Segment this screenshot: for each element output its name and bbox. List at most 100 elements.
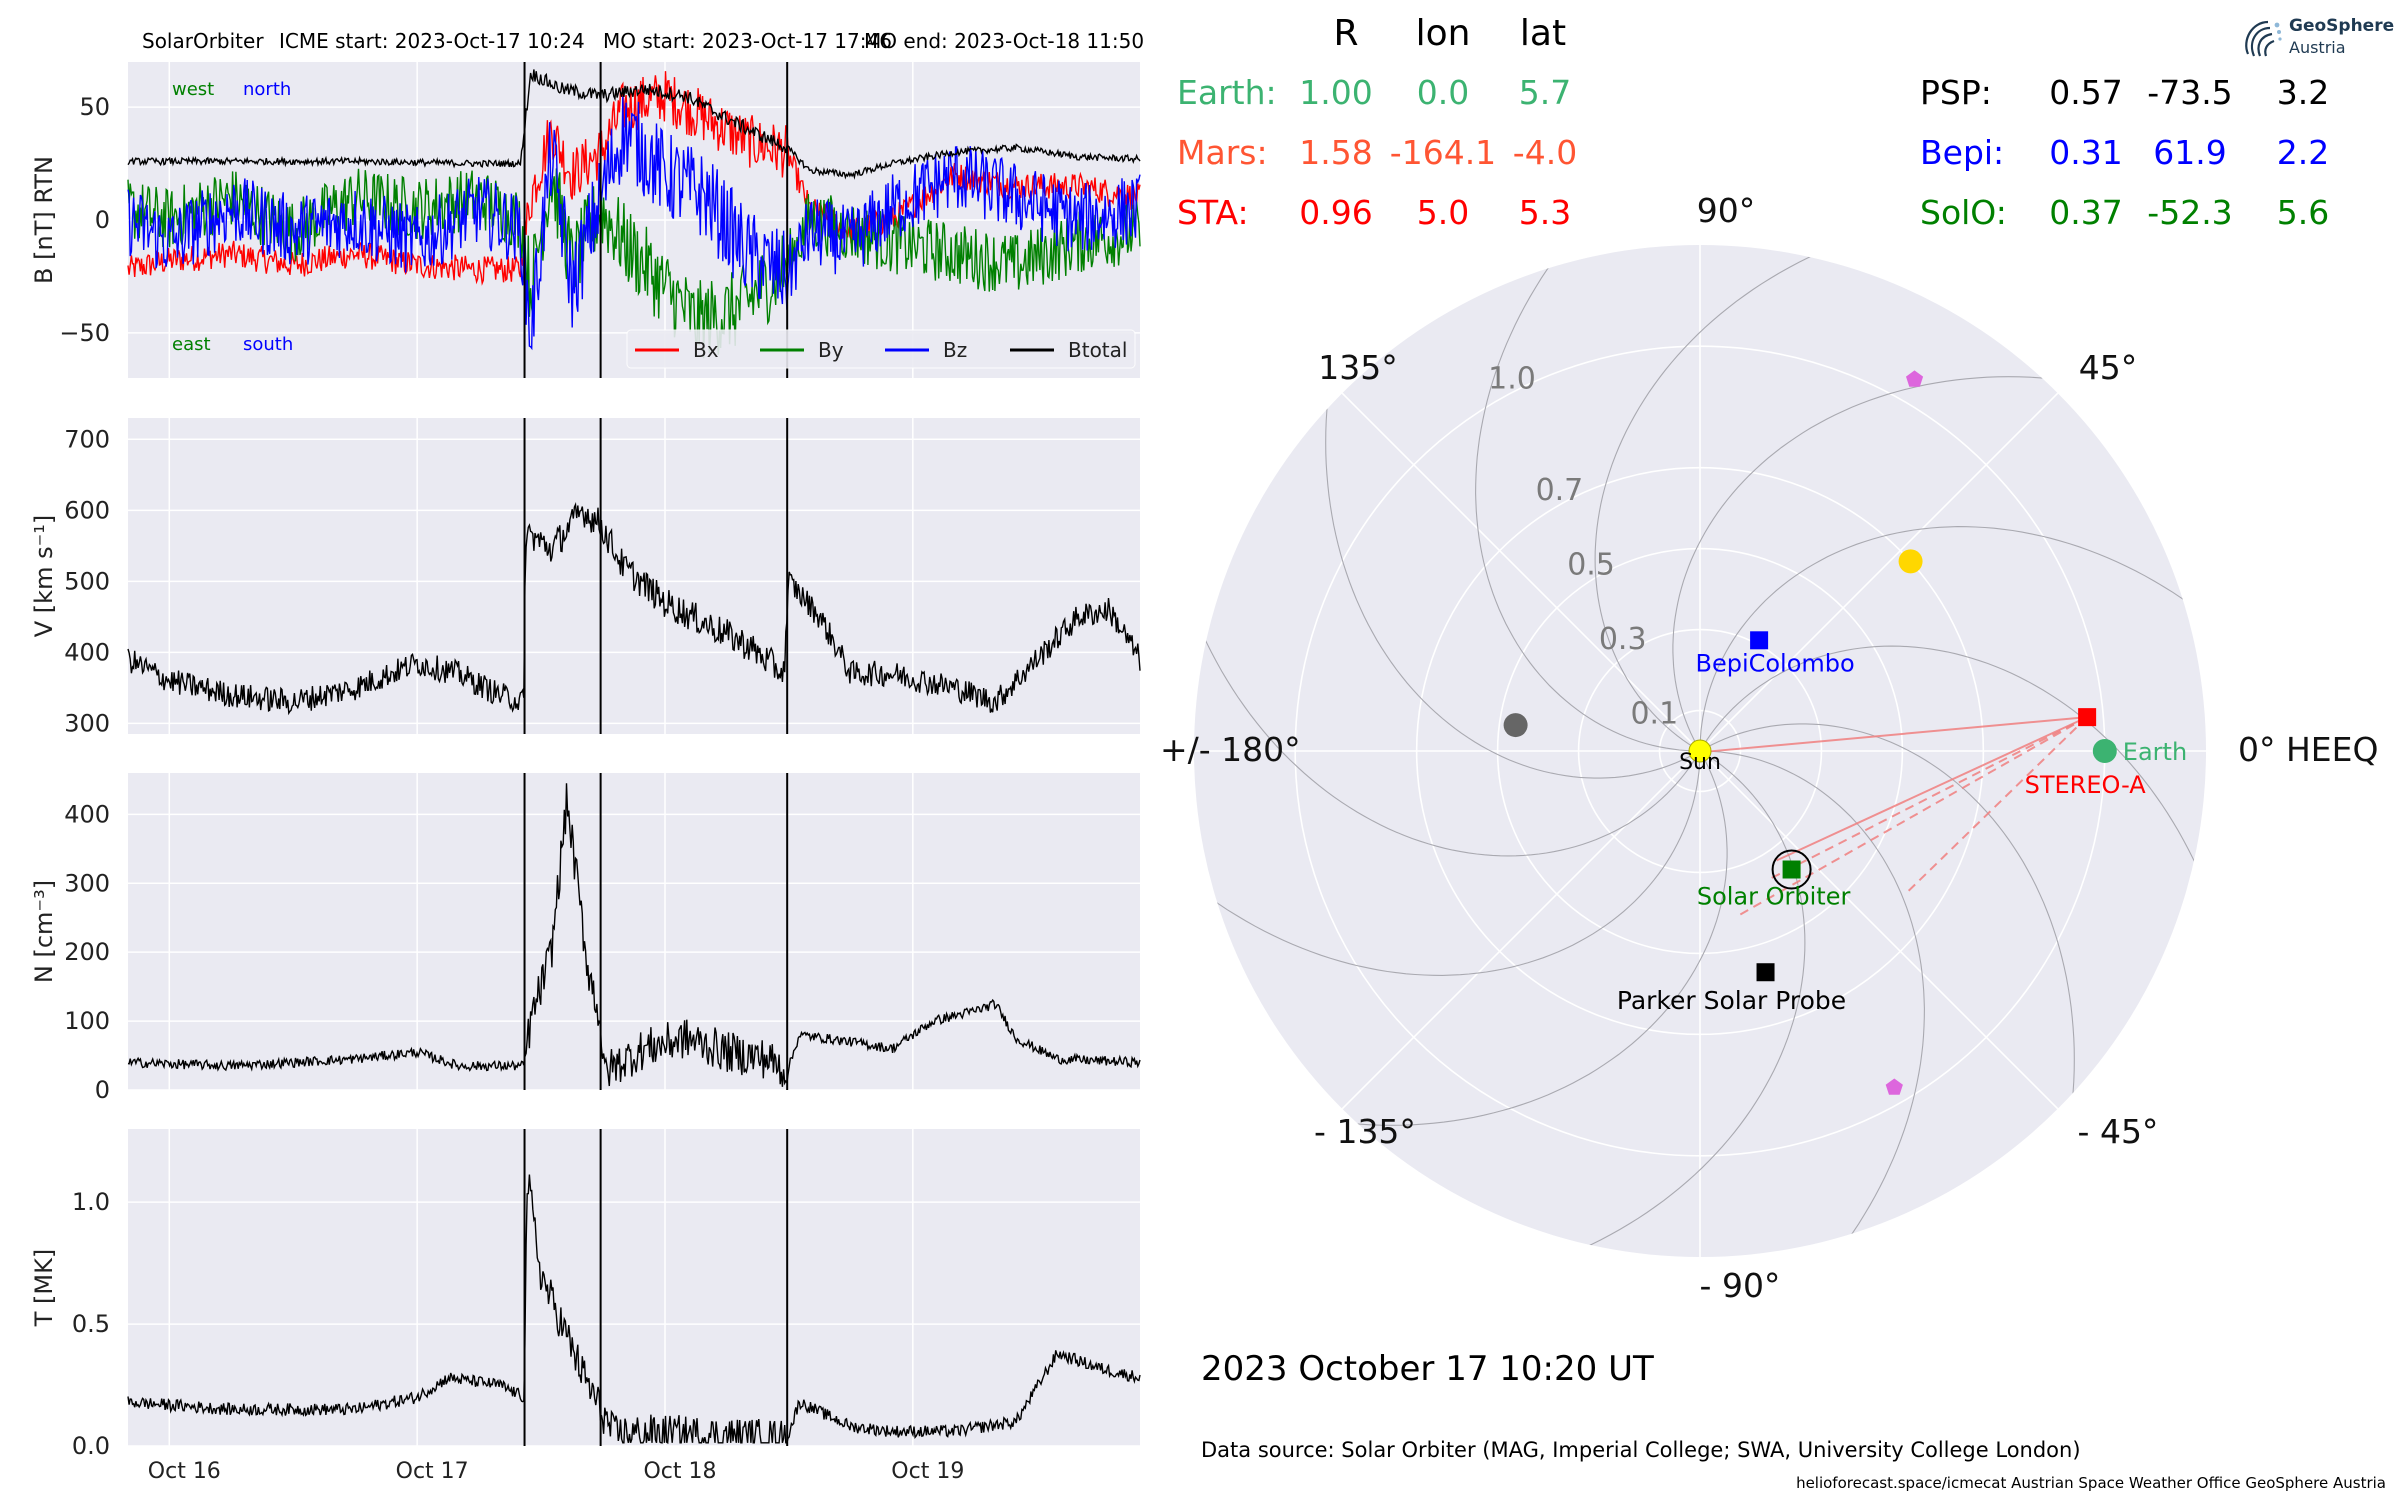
angle-label-0: 0° HEEQ	[2238, 730, 2378, 769]
label-bepicolombo: BepiColombo	[1695, 649, 1854, 677]
annotation-south: south	[243, 334, 293, 355]
parker-spiral-line	[1699, 526, 2206, 752]
data-source-note: Data source: Solar Orbiter (MAG, Imperia…	[1201, 1438, 2081, 1462]
table-header-lat: lat	[1520, 13, 1566, 54]
series-Bz-line	[127, 96, 1141, 351]
angular-gridline	[1699, 750, 2059, 1110]
plot-area	[128, 773, 1140, 1090]
parker-spiral-line	[1194, 750, 1701, 976]
marker-unlabeled-7	[1503, 713, 1528, 738]
stereo-a-connection-line	[1776, 716, 2088, 862]
row-lon: -52.3	[2147, 193, 2232, 232]
angle-label-45: 45°	[2079, 348, 2138, 387]
parker-spiral-line	[1291, 750, 1728, 1126]
table-header-r: R	[1333, 13, 1358, 54]
marker-unlabeled-8	[1906, 370, 1924, 387]
y-tick-label: 300	[64, 709, 110, 737]
footer-credits: helioforecast.space/icmecat Austrian Spa…	[1796, 1474, 2386, 1492]
y-tick-label: 600	[64, 496, 110, 524]
row-lon: 5.0	[1417, 193, 1469, 232]
stereo-a-connection-line	[1907, 716, 2088, 893]
table-row-mars: Mars: 1.58 -164.1 -4.0	[1177, 133, 1577, 172]
row-name: STA:	[1177, 193, 1249, 232]
y-tick-label: 500	[64, 567, 110, 595]
row-name: Earth:	[1177, 73, 1277, 112]
angular-gridline	[1341, 750, 1701, 1110]
parker-spiral-line	[1699, 645, 2206, 923]
legend-box	[626, 329, 1136, 369]
legend-label-By: By	[818, 338, 844, 362]
marker-unlabeled-6	[1898, 549, 1923, 574]
y-tick-label: 100	[64, 1007, 110, 1035]
marker-sun	[1688, 739, 1712, 763]
panel-speed: 300 400 500 600 700 V [km s⁻¹]	[30, 418, 1141, 737]
table-row-sta: STA: 0.96 5.0 5.3	[1177, 193, 1571, 232]
row-name: SolO:	[1920, 193, 2007, 232]
y-tick-label: 0.0	[72, 1432, 110, 1460]
marker-bepicolombo	[1750, 631, 1769, 650]
plot-area	[128, 1129, 1140, 1446]
marker-solar-orbiter	[1782, 860, 1801, 879]
header-spacecraft: SolarOrbiter	[142, 29, 264, 53]
label-stereo-a: STEREO-A	[2025, 771, 2147, 799]
label-solar-orbiter: Solar Orbiter	[1697, 883, 1851, 911]
row-lon: 0.0	[1417, 73, 1469, 112]
parker-spiral-line	[1194, 579, 1701, 857]
legend-label-Bz: Bz	[943, 338, 967, 362]
label-sun: Sun	[1679, 750, 1721, 775]
y-tick-label: 50	[79, 93, 110, 121]
row-name: PSP:	[1920, 73, 1992, 112]
y-tick-label: 0	[95, 206, 110, 234]
angle-label-180: +/- 180°	[1160, 730, 1301, 769]
y-tick-label: 200	[64, 938, 110, 966]
angle-label-m45: - 45°	[2078, 1112, 2159, 1151]
header-icme-start: ICME start: 2023-Oct-17 10:24	[279, 29, 585, 53]
radial-tick-label: 1.0	[1488, 361, 1536, 396]
row-r: 0.37	[2049, 193, 2122, 232]
x-tick-label: Oct 16	[148, 1459, 221, 1484]
table-header-lon: lon	[1416, 13, 1471, 54]
row-r: 0.57	[2049, 73, 2122, 112]
x-tick-label: Oct 18	[643, 1459, 716, 1484]
angle-label-m90: - 90°	[1700, 1266, 1781, 1305]
annotation-west: west	[172, 79, 214, 100]
annotation-north: north	[243, 79, 291, 100]
parker-spiral-line	[1699, 723, 2075, 1160]
table-row-psp: PSP: 0.57 -73.5 3.2	[1920, 73, 2329, 112]
table-row-bepi: Bepi: 0.31 61.9 2.2	[1920, 133, 2329, 172]
radial-tick-label: 0.5	[1567, 548, 1615, 583]
solar-orbiter-ring	[1771, 849, 1812, 890]
x-tick-label: Oct 19	[891, 1459, 964, 1484]
angular-gridline	[1699, 392, 2059, 752]
y-tick-label: 700	[64, 425, 110, 453]
row-lat: 5.6	[2277, 193, 2329, 232]
row-lat: 3.2	[2277, 73, 2329, 112]
logo-name: GeoSphere	[2289, 16, 2395, 36]
annotation-east: east	[172, 334, 211, 355]
row-lon: -164.1	[1390, 133, 1496, 172]
series-By-line	[127, 168, 1141, 359]
panel-magnetic-field: −50 0 50 B [nT] RTN west north east south Bx By Bz…	[30, 62, 1141, 378]
plot-header: SolarOrbiter ICME start: 2023-Oct-17 10:2…	[142, 29, 1144, 53]
series-density-line	[127, 783, 1141, 1087]
header-mo-start: MO start: 2023-Oct-17 17:46	[603, 29, 892, 53]
row-lon: -73.5	[2147, 73, 2232, 112]
parker-spirals	[1194, 245, 2206, 1257]
polar-plot: 0.1 0.3 0.5 0.7 1.0 0° HEEQ 45° 90° 135° +/- 180°…	[1160, 191, 2378, 1305]
y-tick-label: −50	[59, 319, 110, 347]
table-row-solo: SolO: 0.37 -52.3 5.6	[1920, 193, 2329, 232]
parker-spiral-line	[1325, 342, 1701, 779]
row-name: Bepi:	[1920, 133, 2004, 172]
marker-parker-solar-probe	[1756, 963, 1775, 982]
marker-stereo-a	[2078, 708, 2097, 727]
y-axis-label: B [nT] RTN	[30, 156, 58, 284]
angle-label-m135: - 135°	[1314, 1112, 1416, 1151]
geosphere-swirl-icon	[2245, 20, 2282, 57]
row-lat: 2.2	[2277, 133, 2329, 172]
panel-density: 0 100 200 300 400 N [cm⁻³]	[30, 773, 1141, 1104]
row-r: 1.00	[1299, 73, 1372, 112]
radial-tick-label: 0.3	[1599, 622, 1647, 657]
plot-date: 2023 October 17 10:20 UT	[1201, 1349, 1654, 1389]
